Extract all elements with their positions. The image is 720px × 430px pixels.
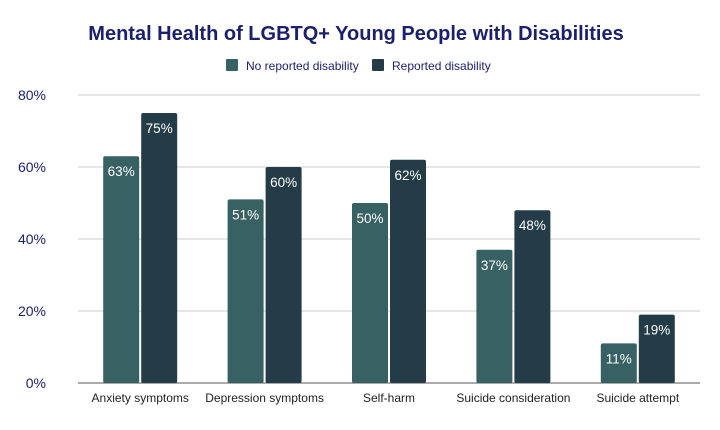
- bar: [352, 203, 388, 383]
- x-tick-label: Anxiety symptoms: [92, 391, 189, 405]
- y-tick-label: 0%: [26, 375, 46, 391]
- data-label: 48%: [519, 218, 546, 233]
- data-label: 37%: [481, 258, 508, 273]
- bar: [476, 249, 513, 383]
- y-tick-label: 40%: [18, 231, 46, 247]
- bars: 63% 75% Anxiety symptoms 51% 60% Depression s…: [92, 113, 680, 405]
- bar: [638, 314, 675, 383]
- legend: No reported disability Reported disabilit…: [226, 59, 491, 73]
- y-tick-label: 60%: [18, 159, 46, 175]
- bar: [227, 199, 264, 383]
- data-label: 50%: [356, 211, 383, 226]
- data-label: 19%: [643, 323, 670, 338]
- bar: [265, 167, 302, 383]
- bar: [141, 113, 178, 383]
- data-label: 51%: [232, 207, 259, 222]
- bar: [103, 156, 140, 383]
- data-label: 75%: [146, 121, 173, 136]
- bar: [600, 343, 637, 383]
- bar: [390, 159, 426, 383]
- bar: [514, 210, 551, 383]
- x-tick-label: Suicide attempt: [596, 391, 679, 405]
- data-label: 60%: [270, 175, 297, 190]
- x-tick-label: Suicide consideration: [456, 391, 570, 405]
- x-tick-label: Depression symptoms: [205, 391, 324, 405]
- chart-title: Mental Health of LGBTQ+ Young People wit…: [88, 23, 623, 45]
- y-tick-label: 80%: [18, 87, 46, 103]
- y-tick-label: 20%: [18, 303, 46, 319]
- data-label: 62%: [394, 168, 421, 183]
- x-tick-label: Self-harm: [363, 391, 415, 405]
- data-label: 63%: [108, 164, 135, 179]
- legend-label: No reported disability: [246, 59, 359, 73]
- legend-label: Reported disability: [392, 59, 491, 73]
- legend-swatch: [226, 59, 238, 71]
- gridlines: 0% 20% 40% 60% 80%: [18, 87, 700, 391]
- legend-swatch: [372, 59, 384, 71]
- data-label: 11%: [606, 351, 632, 366]
